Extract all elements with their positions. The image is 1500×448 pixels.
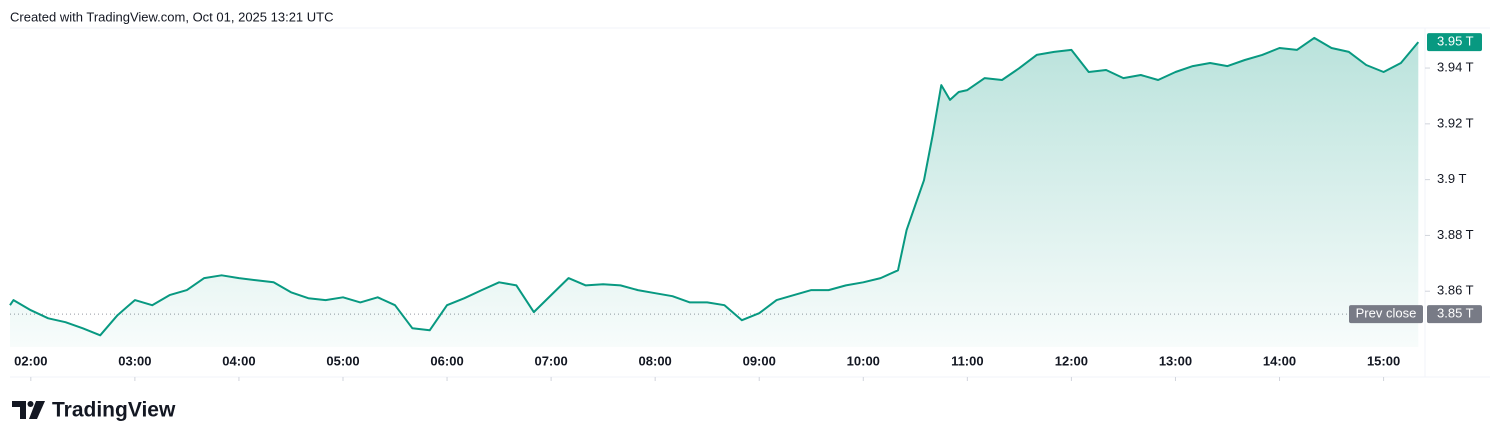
x-tick-label: 13:00 <box>1159 353 1192 368</box>
logo <box>12 401 45 419</box>
y-tick-label: 3.92 T <box>1437 115 1474 130</box>
prev-close-tag <box>1349 305 1423 324</box>
prev-close-label: 3.85 T <box>1437 306 1474 321</box>
x-tick-label: 11:00 <box>951 353 984 368</box>
prev-close-badge <box>1427 305 1482 324</box>
x-tick-label: 05:00 <box>326 353 359 368</box>
area <box>10 37 1419 348</box>
x-tick-label: 07:00 <box>534 353 567 368</box>
x-tick-label: 09:00 <box>743 353 776 368</box>
y-tick-label: 3.9 T <box>1437 171 1466 186</box>
x-tick-label: 15:00 <box>1367 353 1400 368</box>
x-tick-label: 04:00 <box>222 353 255 368</box>
y-tick-label: 3.86 T <box>1437 283 1474 298</box>
footer-brand: TradingView <box>52 399 176 422</box>
prev-close-text: Prev close <box>1356 306 1417 321</box>
x-tick-label: 14:00 <box>1263 353 1296 368</box>
x-tick-label: 02:00 <box>14 353 47 368</box>
last-price-badge <box>1427 33 1482 52</box>
last-price-label: 3.95 T <box>1437 34 1474 49</box>
x-tick-label: 08:00 <box>639 353 672 368</box>
header-text: Created with TradingView.com, Oct 01, 20… <box>10 9 333 24</box>
price-line <box>9 36 1420 337</box>
y-tick-label: 3.94 T <box>1437 59 1474 74</box>
x-tick-label: 06:00 <box>430 353 463 368</box>
x-tick-label: 10:00 <box>847 353 880 368</box>
x-tick-label: 03:00 <box>118 353 151 368</box>
y-tick-label: 3.88 T <box>1437 227 1474 242</box>
x-tick-label: 12:00 <box>1055 353 1088 368</box>
